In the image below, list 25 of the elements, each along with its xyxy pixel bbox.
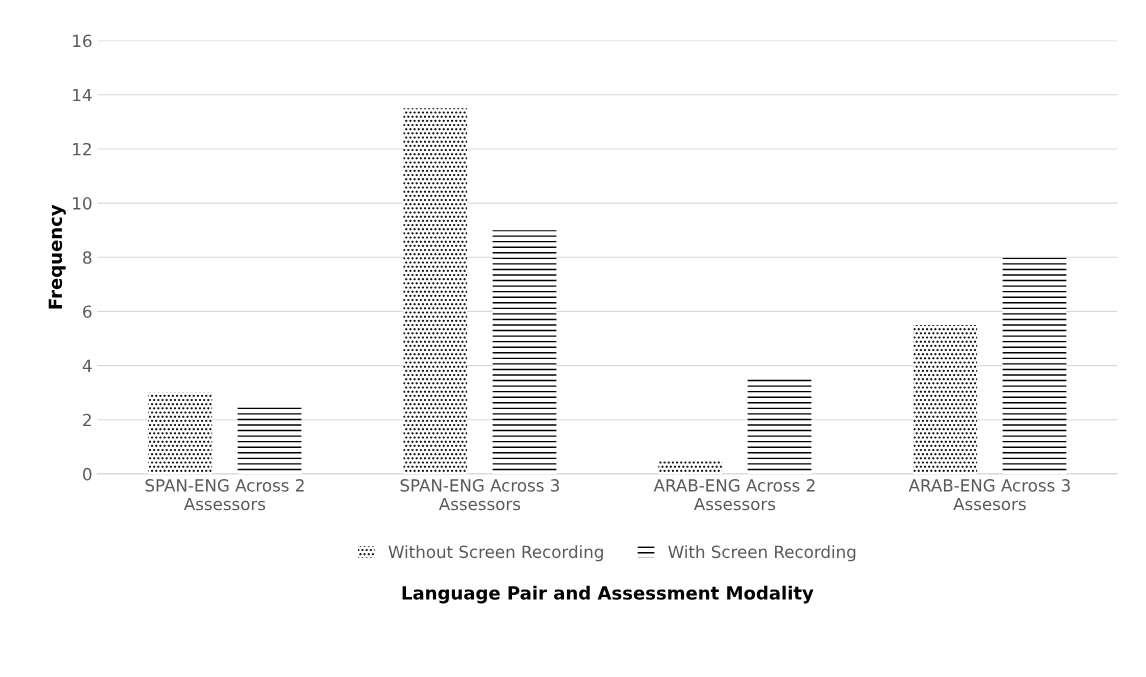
y-tick-label: 14 (73, 88, 92, 102)
legend-label: With Screen Recording (668, 545, 856, 562)
bar (237, 406, 302, 474)
y-tick-label: 8 (83, 251, 92, 264)
bar (913, 324, 978, 474)
bar (492, 230, 557, 474)
bar (747, 379, 812, 474)
y-tick-label: 2 (83, 413, 91, 427)
x-axis-title: Language Pair and Assessment Modality (402, 585, 814, 604)
x-tick-label: SPAN-ENG Across 3 Assessors (400, 479, 559, 511)
x-tick-label: ARAB-ENG Across 3 Assesors (908, 479, 1070, 511)
y-tick-label: 0 (83, 467, 92, 481)
legend-label: Without Screen Recording (388, 545, 603, 562)
x-tick-label: ARAB-ENG Across 2 Assessors (653, 479, 815, 511)
bar (403, 108, 468, 474)
bar (658, 460, 723, 474)
y-tick-label: 4 (82, 359, 92, 372)
x-tick-label: SPAN-ENG Across 2 Assessors (145, 479, 304, 511)
y-axis-title: Frequency (48, 204, 66, 309)
y-tick-label: 10 (73, 197, 92, 210)
y-tick-label: 6 (83, 305, 92, 318)
bar (1002, 257, 1067, 474)
y-tick-label: 16 (73, 34, 92, 48)
y-tick-label: 12 (73, 142, 91, 156)
bar (148, 392, 213, 474)
